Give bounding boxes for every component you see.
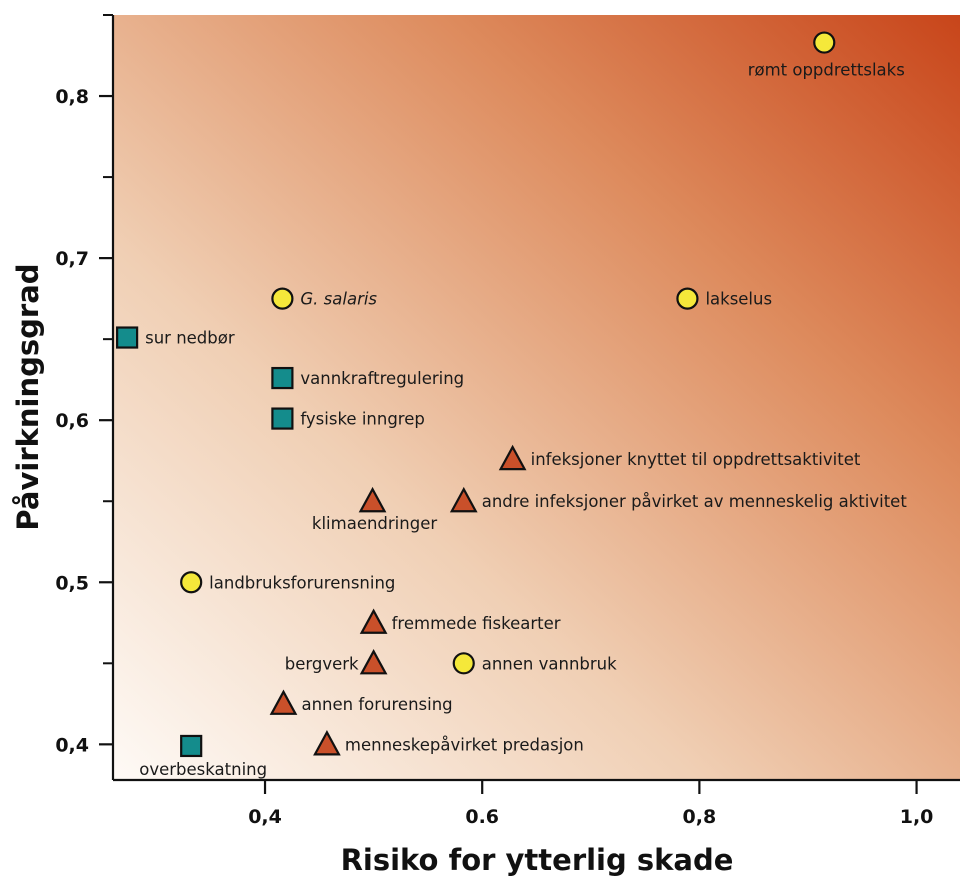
data-point: klimaendringer — [312, 486, 437, 533]
axes: 0,4 0.6 0,8 1,0 0,4 0,5 0,6 0,7 0,8 — [55, 14, 960, 828]
point-label: menneskepåvirket predasjon — [345, 735, 584, 754]
triangle-marker — [359, 649, 388, 675]
data-point: G. salaris — [271, 287, 377, 310]
data-point: fysiske inngrep — [271, 407, 425, 430]
square-marker — [116, 326, 139, 349]
data-point: andre infeksjoner påvirket av menneskeli… — [449, 486, 908, 513]
circle-marker — [676, 287, 699, 310]
point-label: G. salaris — [300, 290, 377, 309]
data-point: annen vannbruk — [452, 652, 617, 675]
triangle-marker — [359, 608, 388, 634]
square-marker — [180, 734, 203, 758]
data-point: sur nedbør — [116, 326, 235, 349]
point-label: overbeskatning — [139, 760, 267, 779]
square-marker — [271, 407, 294, 430]
data-point: overbeskatning — [139, 734, 267, 779]
data-point: lakselus — [676, 287, 772, 310]
data-point: landbruksforurensning — [180, 571, 395, 594]
y-tick-label: 0,7 — [55, 248, 89, 270]
triangle-marker — [313, 730, 341, 756]
data-points: rømt oppdrettslaks G. salaris lakselus sur … — [116, 31, 908, 779]
data-point: menneskepåvirket predasjon — [313, 730, 584, 756]
point-label: sur nedbør — [145, 329, 235, 348]
x-tick-label: 1,0 — [900, 806, 934, 828]
point-label: andre infeksjoner påvirket av menneskeli… — [482, 492, 908, 511]
y-tick-label: 0,8 — [55, 86, 89, 108]
point-label: bergverk — [285, 654, 359, 673]
point-label: rømt oppdrettslaks — [748, 61, 905, 80]
triangle-marker — [269, 689, 298, 715]
point-label: klimaendringer — [312, 514, 437, 533]
data-point: fremmede fiskearter — [359, 608, 561, 634]
circle-marker — [813, 31, 836, 54]
point-label: vannkraftregulering — [300, 369, 464, 388]
data-point: infeksjoner knyttet til oppdrettsaktivit… — [498, 444, 861, 471]
point-label: fremmede fiskearter — [392, 614, 561, 633]
circle-marker — [271, 287, 294, 310]
point-label: annen vannbruk — [482, 654, 617, 673]
y-tick-label: 0,4 — [55, 734, 89, 756]
x-tick-label: 0,4 — [248, 806, 282, 828]
x-axis-title: Risiko for ytterlig skade — [341, 843, 734, 877]
point-label: annen forurensing — [301, 695, 452, 714]
x-tick-label: 0,8 — [683, 806, 717, 828]
x-tick-label: 0.6 — [465, 806, 499, 828]
y-tick-label: 0,6 — [55, 410, 89, 432]
data-point: annen forurensing — [269, 689, 453, 715]
circle-marker — [180, 571, 203, 594]
plot-background — [113, 15, 960, 780]
point-label: fysiske inngrep — [300, 410, 424, 429]
y-tick-label: 0,5 — [55, 572, 89, 594]
data-point: bergverk — [285, 649, 388, 675]
circle-marker — [452, 652, 475, 675]
square-marker — [271, 366, 294, 390]
data-point: rømt oppdrettslaks — [748, 31, 905, 80]
triangle-marker — [498, 444, 527, 471]
point-label: lakselus — [705, 290, 772, 309]
triangle-marker — [449, 486, 478, 513]
triangle-marker — [358, 486, 387, 513]
point-label: infeksjoner knyttet til oppdrettsaktivit… — [531, 450, 861, 469]
y-axis-title: Påvirkningsgrad — [11, 263, 45, 530]
point-label: landbruksforurensning — [209, 573, 395, 592]
data-point: vannkraftregulering — [271, 366, 464, 390]
